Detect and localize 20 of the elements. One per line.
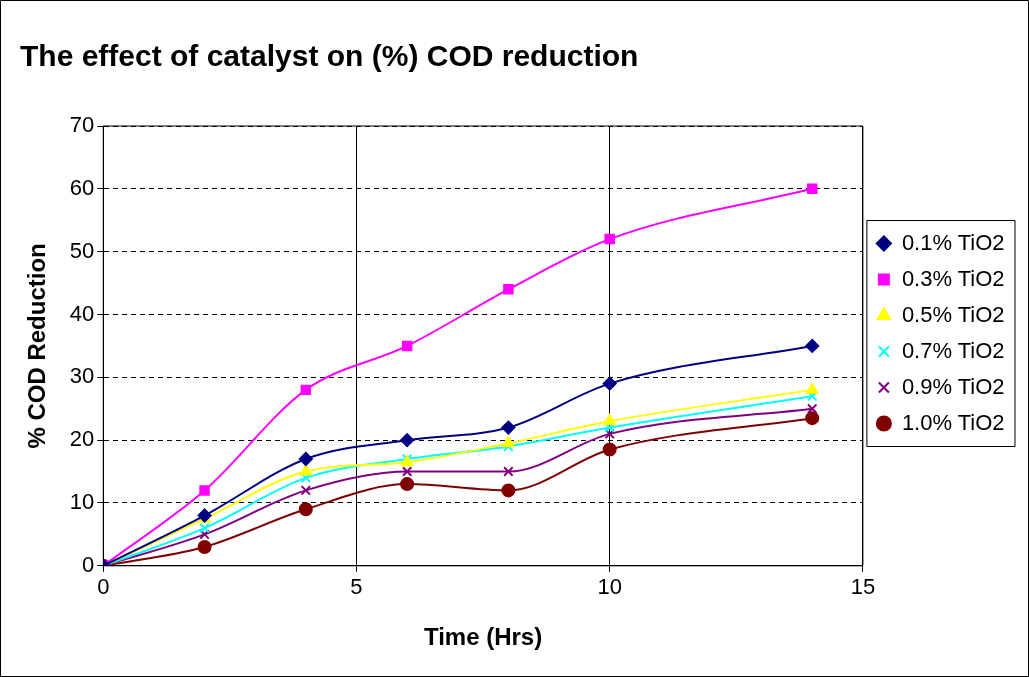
y-tick-label: 40 bbox=[69, 300, 95, 326]
x-tick-label: 10 bbox=[597, 574, 622, 600]
legend-label: 0.5% TiO2 bbox=[901, 301, 1005, 327]
y-axis-title: % COD Reduction bbox=[23, 243, 51, 449]
y-tick-label: 10 bbox=[69, 489, 95, 515]
y-tick-label: 70 bbox=[69, 112, 95, 138]
x-tick-label: 5 bbox=[350, 574, 363, 600]
y-tick-label: 60 bbox=[69, 174, 95, 200]
legend-label: 0.9% TiO2 bbox=[901, 373, 1005, 399]
legend-label: 0.7% TiO2 bbox=[901, 337, 1005, 363]
legend-label: 0.1% TiO2 bbox=[901, 229, 1005, 255]
x-tick-label: 15 bbox=[850, 574, 876, 600]
x-axis-title: Time (Hrs) bbox=[423, 623, 543, 651]
chart-title: The effect of catalyst on (%) COD reduction bbox=[20, 39, 639, 73]
y-tick-label: 30 bbox=[69, 363, 95, 389]
legend-label: 1.0% TiO2 bbox=[901, 409, 1005, 435]
legend-label: 0.3% TiO2 bbox=[901, 265, 1005, 291]
y-tick-label: 0 bbox=[82, 551, 95, 577]
y-tick-label: 50 bbox=[69, 237, 95, 263]
y-tick-label: 20 bbox=[69, 426, 95, 452]
